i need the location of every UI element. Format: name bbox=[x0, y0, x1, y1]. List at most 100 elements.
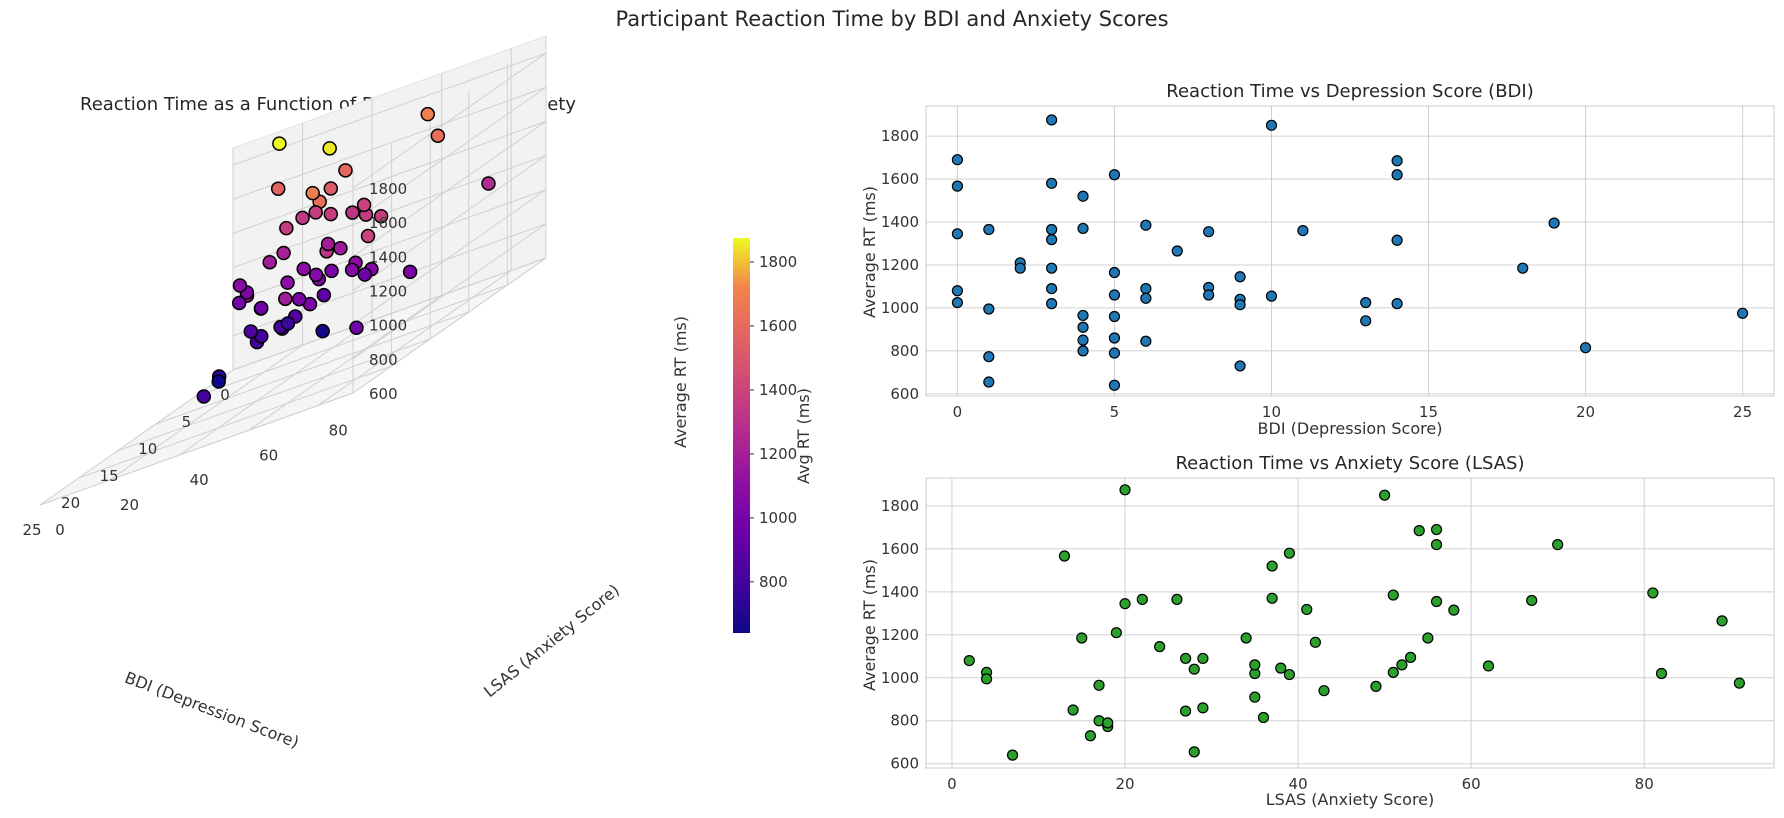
grid-3d-y-floor bbox=[248, 294, 442, 431]
lsas-point bbox=[1093, 679, 1105, 691]
lsas-point bbox=[1647, 587, 1659, 599]
point-3d bbox=[280, 275, 295, 290]
bdi-y-label: Average RT (ms) bbox=[860, 186, 879, 318]
bdi-tick-y: 1400 bbox=[881, 213, 919, 231]
point-3d bbox=[295, 210, 310, 226]
bdi-point bbox=[1077, 345, 1089, 357]
lsas-point bbox=[1275, 662, 1287, 674]
point-3d bbox=[349, 320, 364, 335]
grid-3d-y-floor bbox=[109, 344, 303, 481]
bdi-tick-y: 800 bbox=[890, 342, 919, 360]
bdi-tick-y: 1600 bbox=[881, 170, 919, 188]
lsas-tick-y: 800 bbox=[890, 712, 919, 730]
bdi-point bbox=[1736, 307, 1749, 319]
bdi-point bbox=[1046, 282, 1058, 295]
tick-3d-z: 1000 bbox=[369, 317, 407, 335]
point-3d bbox=[278, 291, 293, 307]
bdi-point bbox=[951, 154, 964, 166]
bdi-frame bbox=[925, 105, 1775, 397]
lsas-point bbox=[1154, 641, 1166, 653]
lsas-tick-y: 1600 bbox=[881, 540, 919, 558]
bdi-point bbox=[1360, 296, 1372, 309]
point-3d bbox=[356, 197, 372, 213]
bdi-point bbox=[983, 303, 995, 315]
lsas-tick-x: 60 bbox=[1462, 775, 1481, 793]
grid-3d-z-side bbox=[232, 257, 547, 371]
tick-3d-x: 20 bbox=[61, 494, 80, 512]
bdi-point bbox=[1077, 334, 1089, 346]
colorbar-ticks: 800 1000 1200 1400 1600 1800 bbox=[750, 253, 797, 591]
bdi-tick-x: 25 bbox=[1733, 403, 1752, 421]
lsas-point bbox=[1396, 659, 1408, 671]
point-3d bbox=[232, 278, 248, 293]
bdi-tick-x: 5 bbox=[1110, 403, 1120, 421]
point-3d bbox=[211, 374, 226, 389]
grid-3d-z-back bbox=[352, 155, 547, 291]
bdi-point bbox=[1108, 332, 1121, 344]
tick-3d-x: 25 bbox=[22, 521, 41, 539]
lsas-point bbox=[980, 673, 993, 685]
grid-3d-z-back bbox=[352, 52, 547, 189]
point-3d bbox=[402, 264, 418, 280]
grid-3d-z-back bbox=[352, 223, 547, 360]
bdi-point bbox=[1297, 224, 1309, 237]
bdi-point bbox=[1046, 223, 1058, 236]
grid-3d-z-back bbox=[352, 257, 547, 394]
grid-3d-z-back bbox=[352, 189, 547, 326]
lsas-point bbox=[1136, 593, 1148, 605]
lsas-tick-x: 20 bbox=[1115, 775, 1134, 793]
lsas-point bbox=[1448, 604, 1460, 616]
grid-3d-x-floor bbox=[194, 284, 508, 398]
tick-3d-x: 10 bbox=[138, 440, 157, 458]
colorbar-tick-label: 800 bbox=[759, 573, 788, 591]
lsas-point bbox=[1387, 666, 1399, 679]
bdi-point bbox=[1391, 298, 1403, 310]
scatter-bdi-panel: Reaction Time vs Depression Score (BDI) … bbox=[860, 81, 1775, 438]
colorbar-tick-label: 1400 bbox=[759, 381, 797, 399]
lsas-point bbox=[1482, 660, 1495, 672]
bdi-point bbox=[951, 180, 964, 192]
lsas-point bbox=[1266, 560, 1278, 572]
point-3d bbox=[420, 106, 436, 122]
lsas-point bbox=[1179, 705, 1192, 717]
point-3d bbox=[338, 163, 353, 178]
points-3d bbox=[196, 106, 496, 404]
grid-3d-y-floor bbox=[317, 270, 512, 406]
tick-3d-y: 80 bbox=[329, 421, 348, 439]
grid-3d-z-back bbox=[352, 120, 547, 257]
lsas-point bbox=[1119, 484, 1131, 496]
lsas-tick-y: 600 bbox=[890, 755, 919, 773]
lsas-point bbox=[1058, 550, 1071, 562]
scatter-3d-panel: Reaction Time as a Function of Depressio… bbox=[22, 35, 690, 752]
bdi-point bbox=[1077, 222, 1089, 235]
bdi-point bbox=[1203, 226, 1215, 238]
colorbar-tick-label: 1600 bbox=[759, 317, 797, 335]
point-3d bbox=[296, 261, 311, 277]
grid-3d-z-side bbox=[232, 120, 547, 234]
lsas-point bbox=[1266, 592, 1278, 604]
point-3d bbox=[323, 181, 339, 196]
bdi-point bbox=[1265, 290, 1278, 302]
colorbar-tick-label: 1000 bbox=[759, 509, 797, 527]
lsas-tick-x: 80 bbox=[1635, 775, 1654, 793]
bdi-point bbox=[1265, 119, 1278, 131]
point-3d bbox=[253, 300, 269, 316]
point-3d bbox=[315, 323, 330, 339]
lsas-point bbox=[1526, 594, 1538, 607]
point-3d bbox=[280, 316, 296, 331]
bdi-point bbox=[1108, 310, 1121, 323]
bdi-point bbox=[1517, 262, 1529, 274]
bdi-point bbox=[1108, 266, 1121, 279]
lsas-point bbox=[1179, 652, 1192, 665]
lsas-point bbox=[1006, 749, 1019, 761]
grid-3d bbox=[39, 36, 547, 506]
lsas-point bbox=[1430, 523, 1443, 536]
bdi-point bbox=[1046, 234, 1058, 246]
bdi-point bbox=[1234, 271, 1246, 283]
figure-title: Participant Reaction Time by BDI and Anx… bbox=[615, 7, 1168, 31]
bdi-point bbox=[1391, 155, 1403, 167]
lsas-point bbox=[1197, 702, 1209, 714]
lsas-tick-y: 1000 bbox=[881, 669, 919, 687]
point-3d bbox=[291, 291, 307, 307]
